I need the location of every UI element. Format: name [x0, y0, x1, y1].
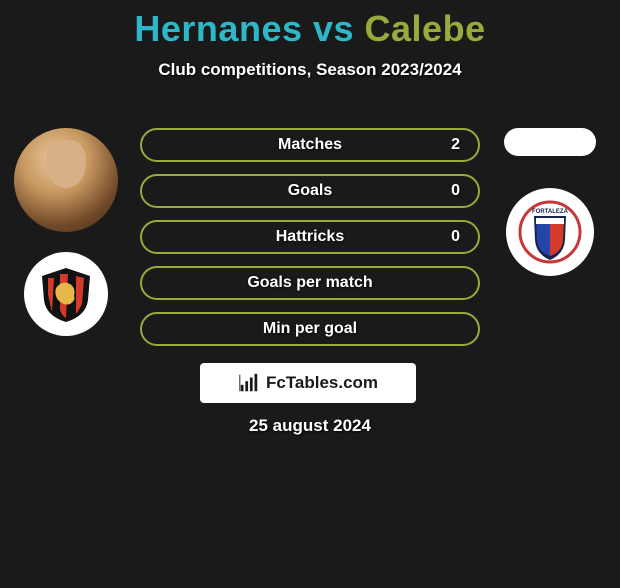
stat-row-goals-per-match: Goals per match [140, 266, 480, 300]
player2-club-badge: FORTALEZA [506, 188, 594, 276]
stat-label: Hattricks [276, 228, 344, 246]
watermark-text: FcTables.com [266, 373, 378, 393]
stat-value: 2 [451, 136, 460, 154]
generated-date: 25 august 2024 [0, 416, 620, 436]
season-subtitle: Club competitions, Season 2023/2024 [0, 60, 620, 80]
stat-value: 0 [451, 228, 460, 246]
stat-value: 0 [451, 182, 460, 200]
watermark: FcTables.com [200, 363, 416, 403]
left-player-column [8, 128, 123, 336]
player1-name: Hernanes [134, 8, 302, 49]
player1-photo [14, 128, 118, 232]
stat-row-matches: Matches 2 [140, 128, 480, 162]
bar-chart-icon [238, 372, 260, 394]
stat-label: Goals [288, 182, 332, 200]
stat-label: Goals per match [247, 274, 372, 292]
comparison-title: Hernanes vs Calebe [0, 8, 620, 50]
player1-club-badge [24, 252, 108, 336]
stats-list: Matches 2 Goals 0 Hattricks 0 Goals per … [140, 128, 480, 358]
stat-row-goals: Goals 0 [140, 174, 480, 208]
sport-recife-crest-icon [36, 264, 96, 324]
player2-name: Calebe [365, 8, 486, 49]
svg-text:FORTALEZA: FORTALEZA [532, 209, 569, 215]
stat-row-hattricks: Hattricks 0 [140, 220, 480, 254]
player2-photo-placeholder [504, 128, 596, 156]
stat-label: Min per goal [263, 320, 357, 338]
stat-row-min-per-goal: Min per goal [140, 312, 480, 346]
vs-text: vs [302, 8, 364, 49]
fortaleza-crest-icon: FORTALEZA [518, 200, 582, 264]
stat-label: Matches [278, 136, 342, 154]
right-player-column: FORTALEZA [500, 128, 600, 276]
